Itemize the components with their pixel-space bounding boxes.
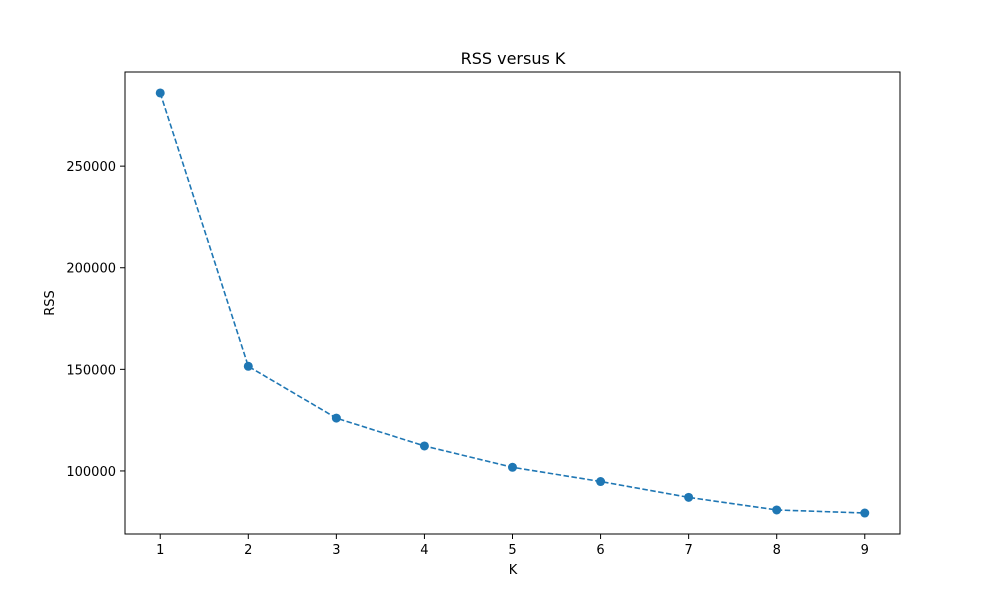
y-axis-ticks: 100000 150000 200000 250000 (66, 160, 125, 480)
series-line (159, 92, 865, 514)
x-tick-label: 7 (684, 543, 692, 558)
x-tick-label: 1 (156, 543, 164, 558)
y-axis-label: RSS (43, 290, 58, 316)
data-point (772, 505, 782, 515)
x-tick-label: 2 (244, 543, 252, 558)
data-point (596, 477, 606, 487)
data-point (508, 462, 517, 472)
data-point (331, 413, 341, 423)
x-axis-label: K (509, 563, 518, 578)
y-tick-label: 200000 (66, 262, 116, 277)
x-tick-label: 9 (861, 543, 869, 558)
x-tick-label: 5 (508, 543, 516, 558)
x-tick-label: 4 (420, 543, 428, 558)
series-layer (155, 88, 870, 518)
data-point (155, 88, 165, 98)
data-point (684, 492, 694, 502)
x-axis-ticks: 1 2 3 4 5 6 7 8 9 (156, 534, 869, 558)
data-point (243, 361, 253, 371)
chart-title: RSS versus K (461, 49, 566, 68)
x-tick-label: 6 (596, 543, 604, 558)
x-tick-label: 8 (773, 543, 781, 558)
y-tick-label: 250000 (66, 160, 116, 175)
x-tick-label: 3 (332, 543, 340, 558)
data-point (419, 441, 429, 451)
y-tick-label: 150000 (66, 363, 116, 378)
data-point (860, 508, 870, 518)
y-tick-label: 100000 (66, 465, 116, 480)
